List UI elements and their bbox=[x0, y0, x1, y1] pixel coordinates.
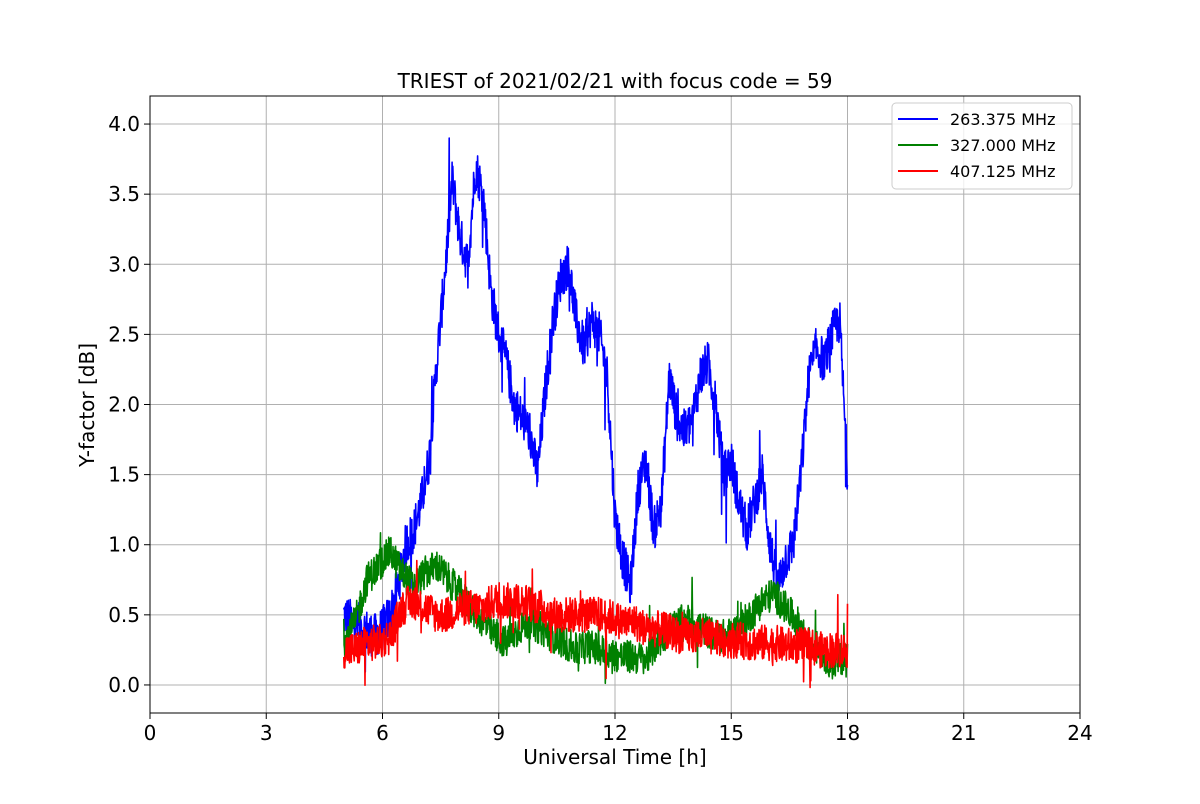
legend: 263.375 MHz 327.000 MHz 407.125 MHz bbox=[891, 102, 1073, 190]
x-tick-label: 15 bbox=[719, 721, 744, 745]
x-axis-label: Universal Time [h] bbox=[523, 745, 706, 769]
x-axis-ticks: 0 3 6 9 12 15 18 21 24 bbox=[144, 713, 1093, 745]
legend-label: 263.375 MHz bbox=[950, 110, 1055, 129]
y-tick-label: 1.5 bbox=[108, 463, 140, 487]
y-axis-label: Y-factor [dB] bbox=[75, 343, 99, 468]
chart-title: TRIEST of 2021/02/21 with focus code = 5… bbox=[397, 69, 833, 93]
series-line-1 bbox=[343, 137, 849, 673]
y-tick-label: 0.0 bbox=[108, 673, 140, 697]
y-axis-ticks: 0.0 0.5 1.0 1.5 2.0 2.5 3.0 3.5 4.0 bbox=[108, 112, 150, 697]
y-tick-label: 0.5 bbox=[108, 603, 140, 627]
x-tick-label: 0 bbox=[144, 721, 157, 745]
y-tick-label: 2.0 bbox=[108, 393, 140, 417]
data-series bbox=[343, 137, 849, 689]
x-tick-label: 21 bbox=[951, 721, 976, 745]
y-tick-label: 3.5 bbox=[108, 182, 140, 206]
x-tick-label: 24 bbox=[1067, 721, 1092, 745]
y-tick-label: 3.0 bbox=[108, 252, 140, 276]
y-tick-label: 1.0 bbox=[108, 533, 140, 557]
x-tick-label: 18 bbox=[835, 721, 860, 745]
series-line-2 bbox=[343, 531, 849, 685]
legend-label: 407.125 MHz bbox=[950, 162, 1055, 181]
legend-label: 327.000 MHz bbox=[950, 136, 1055, 155]
x-tick-label: 12 bbox=[602, 721, 627, 745]
legend-box bbox=[891, 102, 1073, 190]
y-tick-label: 4.0 bbox=[108, 112, 140, 136]
series-line-3 bbox=[343, 559, 849, 689]
x-tick-label: 9 bbox=[492, 721, 505, 745]
y-tick-label: 2.5 bbox=[108, 322, 140, 346]
x-tick-label: 3 bbox=[260, 721, 273, 745]
x-tick-label: 6 bbox=[376, 721, 389, 745]
